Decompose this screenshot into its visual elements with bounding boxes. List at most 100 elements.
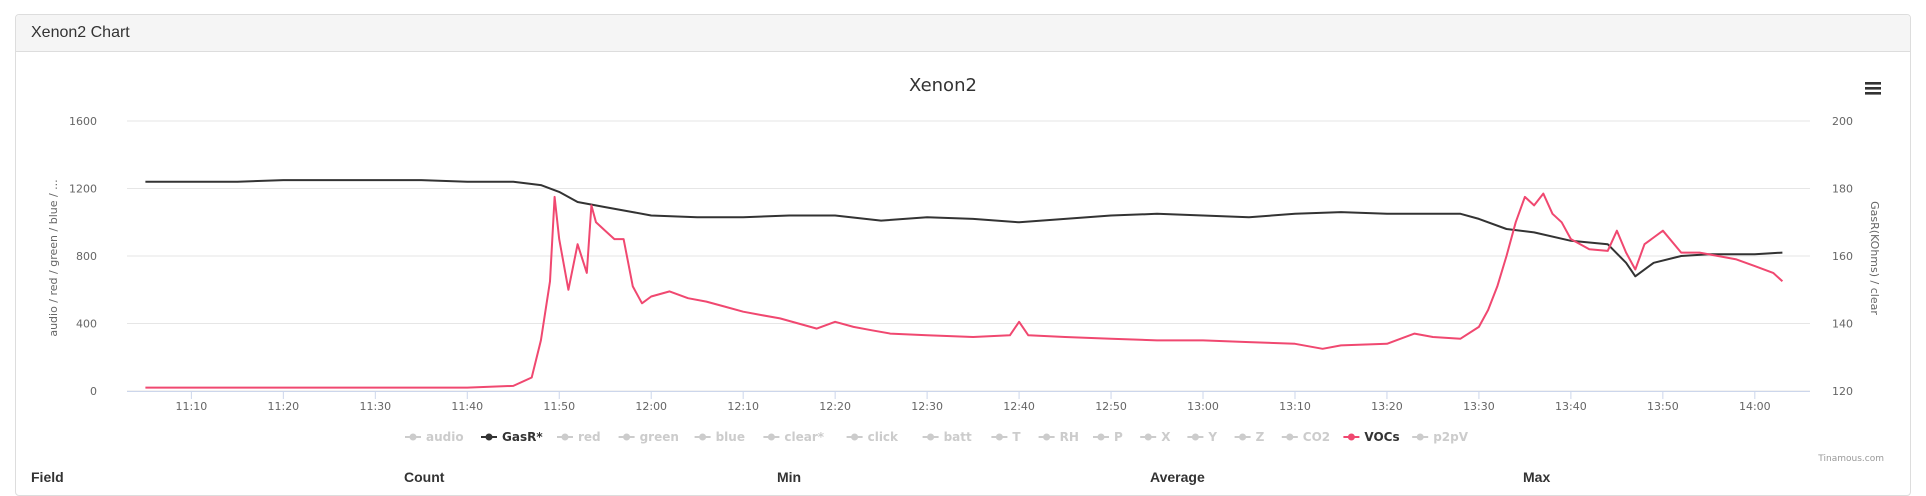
legend-symbol-marker: [623, 433, 631, 441]
x-tick-label: 12:50: [1095, 400, 1127, 413]
legend-label: blue: [716, 430, 745, 444]
right-tick-label: 140: [1832, 318, 1853, 331]
legend-label: Y: [1207, 430, 1217, 444]
legend-item-z[interactable]: Z: [1234, 430, 1265, 444]
legend-item-p2pv[interactable]: p2pV: [1412, 430, 1469, 444]
table-header-average: Average: [1150, 469, 1205, 485]
legend-label: VOCs: [1364, 430, 1399, 444]
grid-lines: [127, 120, 1810, 392]
legend-symbol-marker: [485, 433, 493, 441]
legend-label: X: [1161, 430, 1171, 444]
x-tick-label: 13:10: [1279, 400, 1311, 413]
table-header-max: Max: [1523, 469, 1551, 485]
legend: audio GasR* red green blue clear* click batt T RH…: [405, 430, 1469, 444]
legend-item-green[interactable]: green: [618, 430, 679, 444]
legend-item-y[interactable]: Y: [1187, 430, 1217, 444]
legend-item-clear[interactable]: clear*: [763, 430, 825, 444]
x-tick-label: 12:30: [911, 400, 943, 413]
x-tick-label: 11:40: [451, 400, 483, 413]
legend-label: RH: [1060, 430, 1079, 444]
legend-item-click[interactable]: click: [846, 430, 899, 444]
legend-symbol-marker: [1043, 433, 1051, 441]
right-tick-label: 200: [1832, 115, 1853, 128]
legend-label: audio: [426, 430, 464, 444]
left-tick-label: 400: [76, 318, 97, 331]
right-tick-label: 160: [1832, 250, 1853, 263]
x-tick-label: 11:30: [359, 400, 391, 413]
chart-panel: Xenon2 Chart: [15, 14, 1911, 496]
legend-item-t[interactable]: T: [991, 430, 1021, 444]
legend-item-gasr[interactable]: GasR*: [481, 430, 543, 444]
legend-label: Z: [1256, 430, 1265, 444]
legend-label: p2pV: [1433, 430, 1469, 444]
panel-heading: Xenon2 Chart: [16, 15, 1910, 52]
legend-symbol-marker: [561, 433, 569, 441]
legend-item-vocs[interactable]: VOCs: [1343, 430, 1400, 444]
x-tick-label: 13:40: [1555, 400, 1587, 413]
legend-symbol-marker: [995, 433, 1003, 441]
x-tick-label: 13:00: [1187, 400, 1219, 413]
left-tick-label: 0: [90, 385, 97, 398]
legend-symbol-marker: [1347, 433, 1355, 441]
legend-item-blue[interactable]: blue: [694, 430, 745, 444]
table-header-field: Field: [31, 469, 64, 485]
left-axis-ticks: 0 400 800 1200 1600: [69, 115, 97, 398]
legend-symbol-marker: [1286, 433, 1294, 441]
legend-item-batt[interactable]: batt: [922, 430, 972, 444]
left-tick-label: 800: [76, 250, 97, 263]
legend-item-x[interactable]: X: [1140, 430, 1171, 444]
legend-symbol-marker: [1191, 433, 1199, 441]
chart: Xenon2 0 400 800 1200 1600 120 140 160 180 200 1…: [47, 75, 1884, 464]
x-tick-label: 13:30: [1463, 400, 1495, 413]
legend-label: green: [640, 430, 679, 444]
legend-symbol-marker: [699, 433, 707, 441]
legend-label: T: [1012, 430, 1021, 444]
legend-symbol-marker: [1097, 433, 1105, 441]
right-axis-ticks: 120 140 160 180 200: [1832, 115, 1853, 398]
legend-label: clear*: [784, 430, 824, 444]
right-tick-label: 120: [1832, 385, 1853, 398]
legend-label: GasR*: [502, 430, 543, 444]
legend-label: CO2: [1303, 430, 1330, 444]
legend-label: red: [578, 430, 601, 444]
hamburger-menu-icon[interactable]: [1865, 82, 1881, 95]
legend-symbol-marker: [409, 433, 417, 441]
legend-symbol-marker: [1416, 433, 1424, 441]
x-tick-label: 12:20: [819, 400, 851, 413]
legend-label: P: [1114, 430, 1123, 444]
left-tick-label: 1200: [69, 183, 97, 196]
series-line-gasr[interactable]: [145, 179, 1783, 278]
left-axis-label: audio / red / green / blue / ...: [47, 179, 60, 336]
legend-item-audio[interactable]: audio: [405, 430, 464, 444]
x-tick-label: 13:50: [1647, 400, 1679, 413]
legend-symbol-marker: [1144, 433, 1152, 441]
table-header-count: Count: [404, 469, 445, 485]
panel-title: Xenon2 Chart: [31, 24, 130, 41]
series-lines: [145, 179, 1784, 389]
legend-item-red[interactable]: red: [557, 430, 601, 444]
x-tick-label: 11:20: [267, 400, 299, 413]
legend-item-co2[interactable]: CO2: [1281, 430, 1330, 444]
table-header-min: Min: [777, 469, 802, 485]
right-tick-label: 180: [1832, 183, 1853, 196]
chart-title: Xenon2: [909, 75, 977, 96]
x-axis-ticks: 11:10 11:20 11:30 11:40 11:50 12:00 12:10 12:20…: [127, 391, 1810, 413]
x-tick-label: 11:10: [176, 400, 208, 413]
x-tick-label: 12:40: [1003, 400, 1035, 413]
x-tick-label: 13:20: [1371, 400, 1403, 413]
x-tick-label: 12:10: [727, 400, 759, 413]
series-line-vocs[interactable]: [145, 192, 1784, 389]
x-tick-label: 14:00: [1739, 400, 1771, 413]
legend-label: batt: [944, 430, 972, 444]
legend-item-p[interactable]: P: [1093, 430, 1123, 444]
right-axis-label: GasR(KOhms) / clear: [1868, 201, 1881, 315]
legend-symbol-marker: [927, 433, 935, 441]
x-tick-label: 11:50: [543, 400, 575, 413]
credits[interactable]: Tinamous.com: [1817, 454, 1884, 464]
legend-item-rh[interactable]: RH: [1038, 430, 1079, 444]
legend-symbol-marker: [1239, 433, 1247, 441]
legend-symbol-marker: [767, 433, 775, 441]
legend-label: click: [868, 430, 899, 444]
left-tick-label: 1600: [69, 115, 97, 128]
x-tick-label: 12:00: [635, 400, 667, 413]
